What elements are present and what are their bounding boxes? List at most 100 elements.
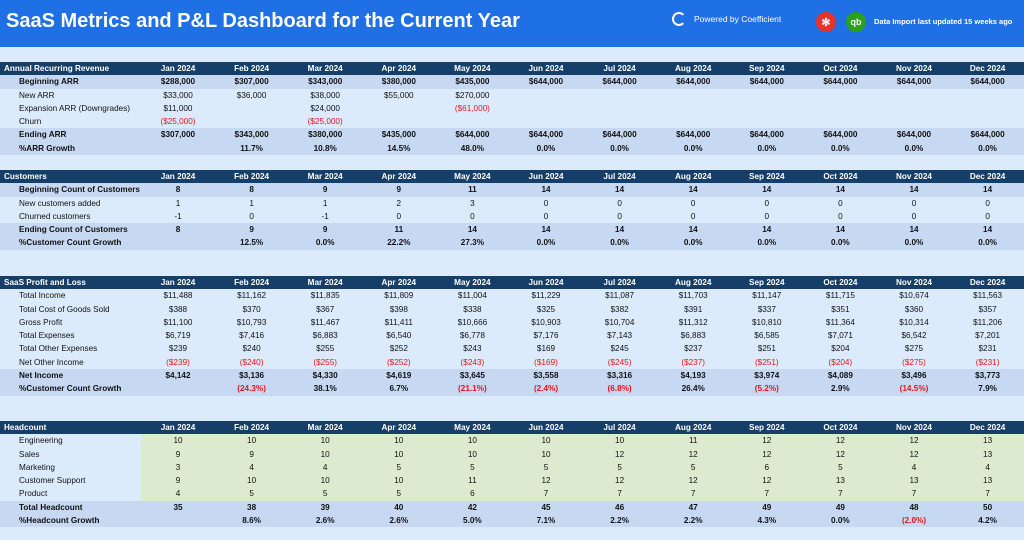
coefficient-logo-icon bbox=[672, 12, 686, 26]
table-cell: ($243) bbox=[460, 357, 485, 367]
table-cell: $644,000 bbox=[528, 77, 564, 87]
table-cell: 10 bbox=[541, 436, 551, 446]
table-cell: 10 bbox=[247, 436, 257, 446]
table-cell: 0 bbox=[764, 211, 770, 221]
row-label: %ARR Growth bbox=[19, 143, 75, 153]
row-label: Engineering bbox=[19, 436, 63, 446]
table-cell: 12 bbox=[688, 449, 698, 459]
table-cell: $204 bbox=[831, 344, 850, 354]
table-cell: $644,000 bbox=[896, 77, 932, 87]
table-cell: 14.5% bbox=[387, 143, 411, 153]
month-column-header: Jan 2024 bbox=[160, 172, 196, 181]
table-cell: 39 bbox=[320, 502, 330, 512]
table-row: Total Other Expenses $239 $240 $255 $252 $243… bbox=[0, 342, 1024, 355]
table-cell: 14 bbox=[688, 225, 698, 235]
month-column-header: May 2024 bbox=[454, 64, 491, 73]
month-column-header: Sep 2024 bbox=[749, 278, 785, 287]
section-title: Headcount bbox=[4, 423, 47, 432]
coefficient-branding[interactable]: Powered by Coefficient bbox=[672, 12, 781, 26]
table-cell bbox=[509, 115, 583, 128]
month-column-header: May 2024 bbox=[454, 423, 491, 432]
table-cell: 3 bbox=[470, 198, 475, 208]
table-cell: 48 bbox=[909, 502, 919, 512]
table-cell: $11,147 bbox=[752, 291, 782, 301]
table-row: New ARR $33,000 $36,000 $38,000 $55,000 $270,… bbox=[0, 89, 1024, 102]
month-column-header: Dec 2024 bbox=[969, 423, 1006, 432]
quickbooks-logo-icon: qb bbox=[846, 12, 866, 32]
table-cell: 0.0% bbox=[315, 238, 335, 248]
table-cell: ($239) bbox=[166, 357, 190, 367]
table-cell: (5.2%) bbox=[754, 384, 779, 394]
table-cell: $11,312 bbox=[678, 317, 708, 327]
table-cell bbox=[656, 115, 730, 128]
table-cell: 10 bbox=[320, 449, 330, 459]
section-saas-profit-and-loss: SaaS Profit and Loss Jan 2024 Feb 2024 Mar … bbox=[0, 276, 1024, 396]
table-cell: $435,000 bbox=[455, 77, 490, 87]
row-label: %Headcount Growth bbox=[19, 516, 100, 526]
table-cell: $6,542 bbox=[901, 331, 927, 341]
row-label: Net Income bbox=[19, 371, 64, 381]
table-cell: 10 bbox=[615, 436, 625, 446]
table-cell: $11,087 bbox=[605, 291, 635, 301]
month-column-header: Dec 2024 bbox=[969, 64, 1006, 73]
table-cell: 1 bbox=[249, 198, 254, 208]
table-cell: 14 bbox=[762, 185, 772, 195]
table-cell: -1 bbox=[321, 211, 329, 221]
table-cell: $270,000 bbox=[455, 90, 490, 100]
table-cell: 12 bbox=[835, 449, 845, 459]
row-label: Expansion ARR (Downgrades) bbox=[19, 103, 131, 113]
table-cell: $351 bbox=[831, 304, 850, 314]
table-cell: 4 bbox=[249, 462, 254, 472]
table-cell: 11 bbox=[468, 185, 477, 195]
table-cell: $11,835 bbox=[310, 291, 340, 301]
table-cell: $231 bbox=[978, 344, 997, 354]
table-cell: $4,330 bbox=[312, 371, 338, 381]
table-cell: $6,778 bbox=[459, 331, 485, 341]
table-cell: $4,193 bbox=[680, 371, 706, 381]
section-header-row: Headcount Jan 2024 Feb 2024 Mar 2024 Apr 202… bbox=[0, 421, 1024, 435]
table-cell: $10,704 bbox=[604, 317, 635, 327]
table-row: Churned customers -1 0 -1 0 0 0 0 0 0 0 0 0 bbox=[0, 210, 1024, 223]
table-cell: $10,666 bbox=[457, 317, 488, 327]
table-cell bbox=[730, 115, 804, 128]
table-cell: $6,883 bbox=[312, 331, 338, 341]
table-cell: $11,809 bbox=[384, 291, 414, 301]
table-cell: 2.2% bbox=[610, 516, 629, 526]
table-row: %Customer Count Growth (24.3%) 38.1% 6.7% (2… bbox=[0, 382, 1024, 396]
table-cell: 10.8% bbox=[313, 143, 337, 153]
table-cell: 42 bbox=[467, 502, 477, 512]
table-cell bbox=[583, 102, 657, 115]
table-cell: $4,089 bbox=[827, 371, 853, 381]
month-column-header: Nov 2024 bbox=[896, 423, 932, 432]
table-cell: $3,773 bbox=[975, 371, 1001, 381]
table-cell: 13 bbox=[983, 476, 993, 486]
table-cell: $3,558 bbox=[533, 371, 559, 381]
month-column-header: Jan 2024 bbox=[160, 423, 196, 432]
table-row: Beginning ARR $288,000 $307,000 $343,000 $38… bbox=[0, 75, 1024, 89]
table-cell: $11,229 bbox=[531, 291, 561, 301]
table-cell: $11,467 bbox=[310, 317, 340, 327]
table-cell: 10 bbox=[394, 476, 404, 486]
row-label: %Customer Count Growth bbox=[19, 238, 122, 248]
table-cell bbox=[951, 89, 1024, 102]
table-row: Ending Count of Customers 8 9 9 11 14 14 14 14 14… bbox=[0, 223, 1024, 237]
table-cell: $388 bbox=[168, 304, 188, 314]
table-cell: $11,004 bbox=[457, 291, 487, 301]
table-cell: 14 bbox=[688, 185, 698, 195]
row-label: Sales bbox=[19, 449, 40, 459]
table-cell: 9 bbox=[322, 225, 328, 235]
table-cell: 10 bbox=[320, 476, 330, 486]
table-cell: 1 bbox=[322, 198, 328, 208]
table-cell: 10 bbox=[467, 436, 477, 446]
table-cell: $11,206 bbox=[973, 317, 1003, 327]
table-cell bbox=[656, 102, 730, 115]
table-cell: 0 bbox=[690, 211, 696, 221]
table-cell: $391 bbox=[684, 304, 703, 314]
month-column-header: Oct 2024 bbox=[823, 278, 858, 287]
table-cell: 13 bbox=[983, 449, 993, 459]
table-cell: 2 bbox=[396, 198, 402, 208]
month-column-header: Mar 2024 bbox=[307, 172, 343, 181]
table-cell: 5 bbox=[838, 462, 843, 472]
table-cell: 50 bbox=[983, 502, 993, 512]
table-cell: 14 bbox=[835, 185, 845, 195]
